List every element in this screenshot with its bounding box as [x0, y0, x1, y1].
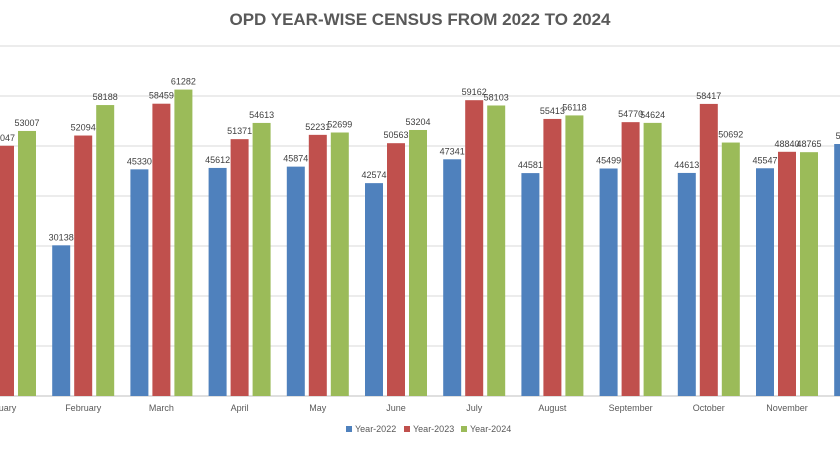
- data-label: 45612: [205, 155, 230, 165]
- bar-year-2023-september: [621, 122, 640, 397]
- bar-year-2023-august: [543, 118, 562, 396]
- bar-year-2022-november: [756, 168, 774, 396]
- bar-year-2022-april: [208, 167, 227, 396]
- bar-year-2024-july: [487, 105, 506, 397]
- data-label: 45547: [752, 155, 777, 165]
- data-label: 58459: [149, 91, 174, 101]
- bar-year-2023-march: [152, 103, 171, 396]
- data-label: 55413: [540, 106, 565, 116]
- bar-year-2023-april: [230, 139, 249, 396]
- legend-label: Year-2022: [355, 424, 396, 434]
- data-label: 42574: [361, 170, 386, 180]
- x-tick-label: April: [231, 403, 249, 413]
- bar-year-2024-may: [330, 132, 349, 396]
- data-label: 54770: [618, 109, 643, 119]
- bar-year-2022-june: [365, 183, 383, 396]
- bar-year-2024-june: [409, 129, 427, 397]
- bar-year-2023-july: [465, 100, 484, 396]
- bar-year-2024-april: [252, 122, 271, 396]
- x-tick-label: August: [538, 403, 567, 413]
- legend-swatch: [346, 426, 352, 432]
- data-label: 47341: [440, 146, 465, 156]
- data-label: 52699: [327, 120, 352, 130]
- bar-year-2022-december: [834, 144, 840, 396]
- data-label: 0047: [0, 133, 15, 143]
- bar-year-2024-november: [800, 152, 818, 396]
- data-label: 45330: [127, 156, 152, 166]
- bar-year-2023-november: [778, 151, 796, 396]
- data-label: 45499: [596, 156, 621, 166]
- data-label: 52094: [71, 123, 96, 133]
- legend-label: Year-2024: [470, 424, 511, 434]
- bar-year-2024-january: [18, 130, 36, 396]
- data-label: 51371: [227, 126, 252, 136]
- bar-year-2022-february: [52, 245, 71, 396]
- legend-swatch: [404, 426, 410, 432]
- bar-year-2023-may: [308, 134, 327, 396]
- data-label: 56118: [562, 102, 586, 112]
- chart-title: OPD YEAR-WISE CENSUS FROM 2022 TO 2024: [229, 10, 611, 29]
- bar-year-2022-august: [521, 173, 540, 396]
- legend-label: Year-2023: [413, 424, 454, 434]
- data-label: 53007: [14, 118, 39, 128]
- data-label: 58417: [696, 91, 721, 101]
- data-label: 48840: [774, 139, 799, 149]
- bar-year-2024-august: [565, 115, 584, 396]
- bar-year-2022-september: [599, 168, 618, 396]
- data-label: 58188: [93, 92, 118, 102]
- x-tick-label: October: [693, 403, 725, 413]
- bar-year-2022-may: [286, 166, 305, 396]
- x-tick-label: November: [766, 403, 808, 413]
- data-label: 59162: [462, 87, 487, 97]
- bar-year-2024-march: [174, 89, 193, 396]
- x-tick-label: May: [309, 403, 327, 413]
- x-tick-label: February: [65, 403, 102, 413]
- bar-year-2022-october: [677, 172, 696, 396]
- data-label: 504: [836, 131, 840, 141]
- data-label: 44613: [674, 160, 699, 170]
- bar-year-2023-october: [699, 103, 718, 396]
- x-tick-label: nuary: [0, 403, 17, 413]
- x-tick-label: March: [149, 403, 174, 413]
- bar-year-2023-january: [0, 145, 14, 396]
- bar-year-2024-september: [643, 122, 662, 396]
- data-label: 54624: [640, 110, 665, 120]
- data-label: 44581: [518, 160, 543, 170]
- data-label: 54613: [249, 110, 274, 120]
- data-label: 50563: [383, 130, 408, 140]
- bar-year-2022-march: [130, 169, 149, 396]
- bar-year-2023-february: [74, 135, 93, 396]
- data-label: 61282: [171, 77, 196, 87]
- data-label: 30138: [49, 232, 74, 242]
- data-label: 52231: [305, 122, 330, 132]
- bar-year-2022-july: [443, 159, 462, 396]
- x-tick-label: September: [609, 403, 653, 413]
- bar-year-2023-june: [387, 143, 405, 396]
- data-label: 48765: [796, 139, 821, 149]
- data-label: 45874: [283, 154, 308, 164]
- bar-year-2024-october: [721, 142, 740, 396]
- data-label: 58103: [484, 92, 509, 102]
- data-label: 50692: [718, 130, 743, 140]
- x-tick-label: June: [386, 403, 406, 413]
- legend-swatch: [461, 426, 467, 432]
- data-label: 53204: [405, 117, 430, 127]
- bar-year-2024-february: [96, 105, 115, 396]
- x-tick-label: July: [466, 403, 483, 413]
